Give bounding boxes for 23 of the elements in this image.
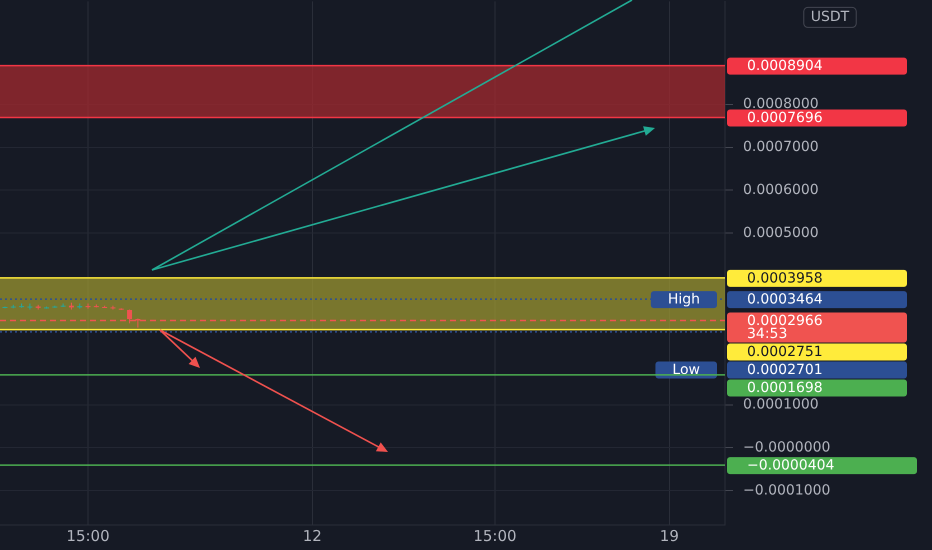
y-tick-label: 0.0001000 (743, 396, 819, 412)
x-tick-label: 19 (660, 526, 679, 545)
y-tick-label: 0.0006000 (743, 182, 819, 198)
y-tick-label: 0.0008000 (743, 96, 819, 112)
annotation: High (668, 292, 700, 308)
text: 34:53 (747, 326, 788, 342)
text: USDT (810, 9, 850, 26)
legend-label: 0.0002701 (747, 362, 823, 378)
ref-line-label: 0.0003464 (747, 292, 823, 308)
x-tick-label: 15:00 (473, 526, 517, 545)
ref-line-label: 0.0002751 (747, 344, 823, 360)
y-tick-label: −0.0000000 (743, 439, 830, 456)
ref-line-label: 0.0008904 (747, 58, 823, 74)
y-tick-label: 0.0007000 (743, 138, 819, 155)
ref-line-label: 0.0001698 (747, 380, 823, 396)
annotation: Low (672, 362, 700, 378)
y-tick-label: −0.0001000 (743, 482, 830, 498)
ref-line-label: 0.0003958 (747, 270, 823, 287)
y-tick-label: 0.0005000 (743, 224, 819, 241)
x-tick-label: 12 (302, 526, 322, 545)
x-tick-label: 15:00 (66, 526, 110, 545)
ref-line-label: 0.0007696 (747, 110, 823, 126)
ref-line-label: −0.0000404 (747, 458, 835, 474)
